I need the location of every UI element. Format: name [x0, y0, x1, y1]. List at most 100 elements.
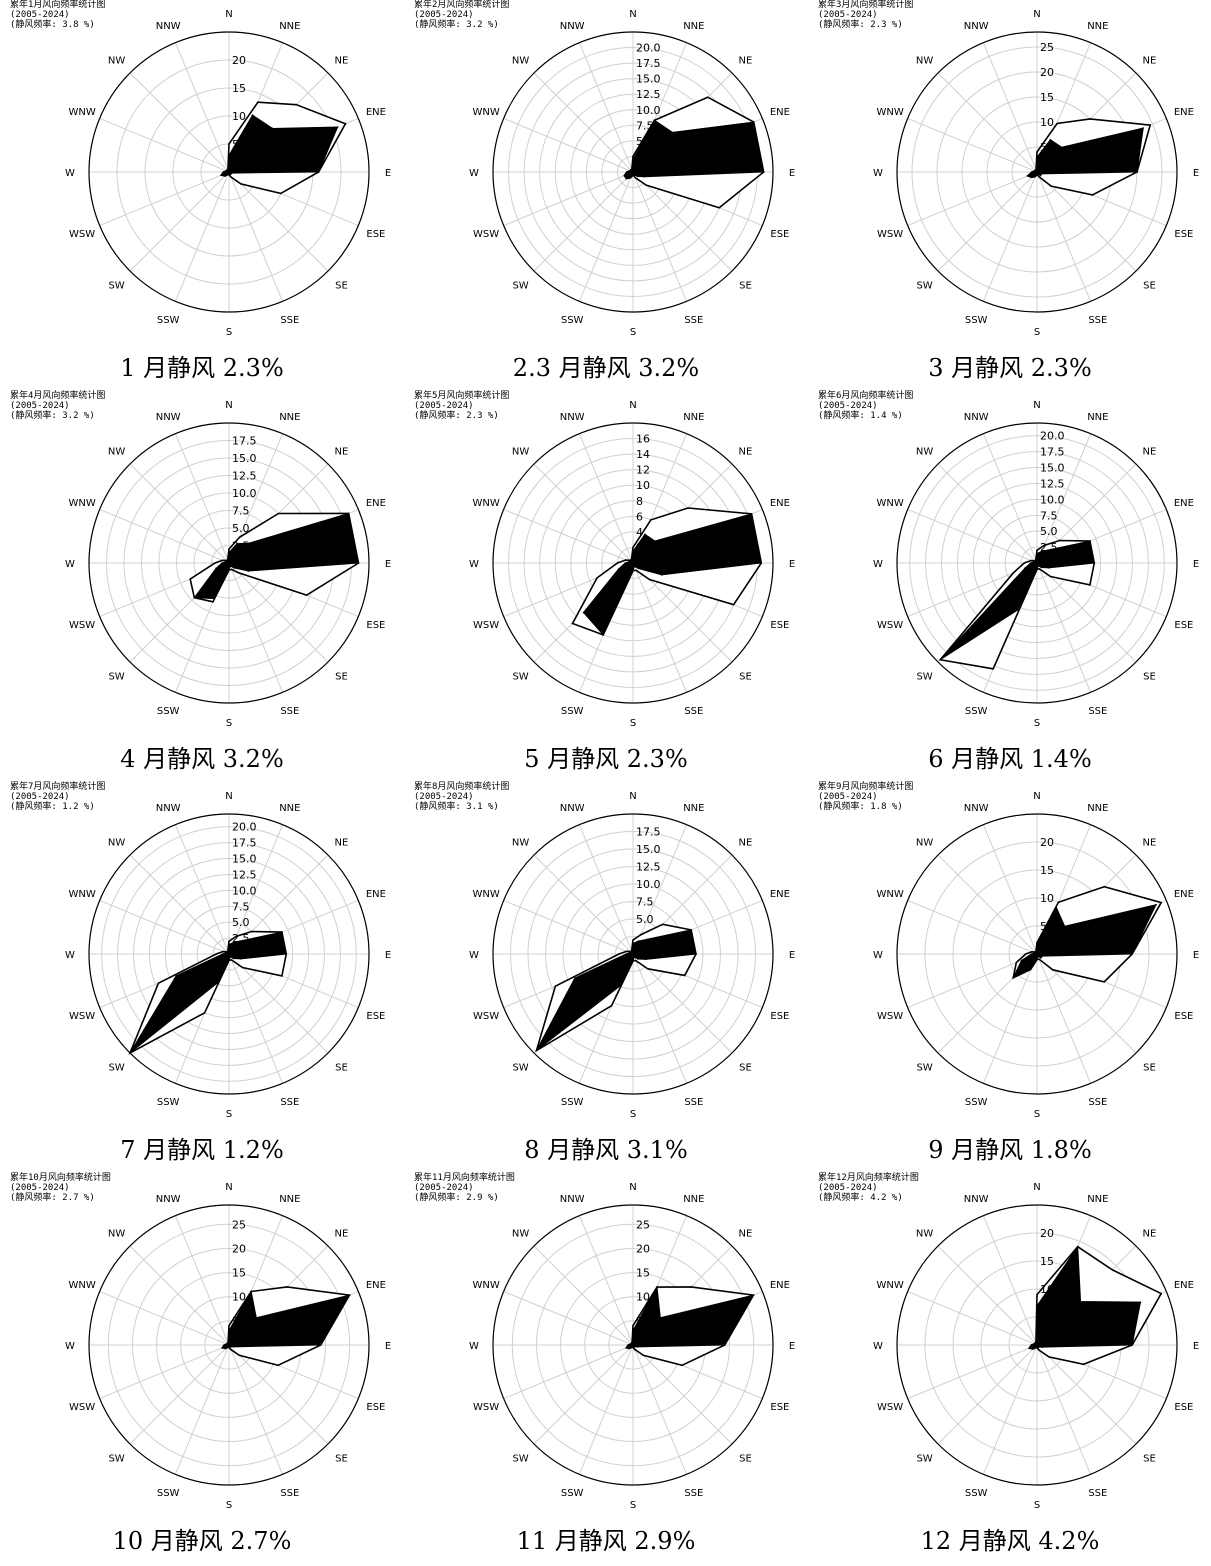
chart-title: 累年6月风向频率统计图 (2005-2024) (静风频率: 1.4 %) — [818, 391, 913, 421]
wind-rose-svg: 5 10 15 20 25 N NNE NE ENE E ESE SE SSE S SSW SW WSW W WNW… — [65, 1182, 391, 1511]
data-point — [647, 938, 649, 940]
grid-ring — [116, 59, 342, 285]
direction-label: NE — [1143, 56, 1157, 67]
data-point — [723, 1344, 726, 1346]
data-point — [227, 1346, 229, 1349]
wind-rose-panel: 累年4月风向频率统计图 (2005-2024) (静风频率: 3.2 %) 2.5 5.… — [0, 391, 404, 782]
tick-label: 20.0 — [232, 821, 257, 834]
data-point — [1091, 194, 1094, 196]
data-point — [1041, 955, 1043, 957]
grid-spoke — [228, 171, 284, 302]
grid-spoke — [982, 1344, 1038, 1475]
data-point — [228, 940, 230, 943]
direction-label: ESE — [1174, 229, 1193, 240]
tick-label: 12 — [636, 464, 650, 477]
data-point — [1016, 609, 1019, 611]
wind-rose-svg: 2.5 5.0 7.5 10.0 12.5 15.0 17.5 20.0 N NNE NE ENE E E… — [65, 791, 391, 1120]
panel-caption: 4 月静风 3.2% — [120, 745, 284, 773]
grid-spoke — [907, 171, 1038, 227]
direction-label: W — [469, 950, 479, 961]
data-point — [1015, 961, 1018, 964]
grid-ring — [924, 841, 1150, 1067]
data-point — [1103, 981, 1106, 983]
data-point — [229, 956, 232, 958]
tick-label: 2.5 — [1040, 541, 1058, 554]
data-point — [319, 1344, 322, 1346]
data-point — [279, 192, 282, 195]
tick-label: 7.5 — [636, 896, 654, 909]
grid-spoke — [632, 1344, 688, 1475]
direction-label: SSW — [157, 1097, 180, 1108]
panel-caption: 11 月静风 2.9% — [516, 1527, 696, 1555]
data-point — [632, 158, 634, 161]
direction-label: S — [630, 1109, 636, 1120]
data-point — [271, 127, 274, 130]
direction-label: WNW — [472, 498, 499, 509]
direction-label: NW — [916, 838, 933, 849]
data-point — [1036, 156, 1038, 158]
direction-label: NE — [1143, 1229, 1157, 1240]
data-point — [732, 603, 735, 606]
tick-label: 20.0 — [636, 42, 661, 55]
direction-label: W — [873, 559, 883, 570]
data-point — [635, 569, 637, 571]
data-point — [228, 551, 230, 554]
direction-label: NE — [335, 1229, 349, 1240]
grid-spoke — [99, 171, 230, 227]
direction-label: N — [225, 791, 232, 802]
data-point — [634, 1348, 636, 1351]
data-point — [632, 1329, 634, 1332]
data-point — [1058, 539, 1061, 542]
data-point — [277, 1364, 279, 1367]
data-point — [627, 1344, 629, 1346]
tick-label: 20 — [636, 1242, 650, 1255]
data-point — [1160, 901, 1162, 904]
data-point — [634, 176, 637, 179]
grid-spoke — [632, 171, 688, 302]
direction-label: W — [65, 950, 75, 961]
data-point — [632, 939, 634, 941]
grid-spoke — [907, 1290, 1038, 1346]
grid-spoke — [578, 1344, 634, 1475]
data-point — [602, 634, 605, 636]
direction-label: N — [1033, 791, 1040, 802]
direction-label: ENE — [1174, 1280, 1194, 1291]
data-point — [129, 1052, 131, 1054]
wind-rose-svg: 2.5 5.0 7.5 10.0 12.5 15.0 17.5 N NNE NE ENE E ESE SE… — [65, 400, 391, 729]
outer-ring — [492, 31, 774, 313]
panel-caption: 2.3 月静风 3.2% — [512, 354, 700, 382]
direction-label: NW — [512, 838, 529, 849]
grid-spoke — [533, 463, 634, 564]
data-point — [1149, 124, 1151, 126]
chart-title-line: (静风频率: 1.2 %) — [10, 802, 95, 812]
tick-label: 5 — [636, 1315, 643, 1328]
direction-label: E — [1193, 1341, 1199, 1352]
grid-spoke — [174, 824, 230, 955]
chart-title-line: (2005-2024) — [10, 792, 70, 802]
data-point — [250, 1290, 252, 1293]
direction-label: WNW — [876, 1280, 903, 1291]
direction-label: NNW — [156, 21, 181, 32]
data-point — [222, 950, 224, 953]
tick-label: 10 — [232, 1291, 246, 1304]
direction-label: NW — [916, 56, 933, 67]
data-point — [241, 939, 244, 942]
direction-label: ENE — [366, 889, 386, 900]
data-point — [752, 121, 755, 123]
direction-label: NW — [108, 447, 125, 458]
direction-label: SE — [739, 280, 752, 291]
direction-label: E — [385, 950, 391, 961]
data-point — [554, 985, 557, 987]
tick-label: 8 — [636, 495, 643, 508]
direction-label: NNW — [560, 1194, 585, 1205]
direction-label: NNE — [1087, 21, 1108, 32]
direction-label: S — [1034, 1109, 1040, 1120]
chart-title-line: (静风频率: 1.4 %) — [818, 411, 903, 421]
grid-spoke — [1036, 953, 1092, 1084]
data-point — [1035, 1341, 1037, 1344]
chart-title-line: 累年9月风向频率统计图 — [818, 782, 914, 792]
grid-spoke — [907, 1344, 1038, 1400]
direction-label: E — [1193, 950, 1199, 961]
data-point — [1041, 550, 1043, 553]
direction-label: SW — [916, 280, 932, 291]
